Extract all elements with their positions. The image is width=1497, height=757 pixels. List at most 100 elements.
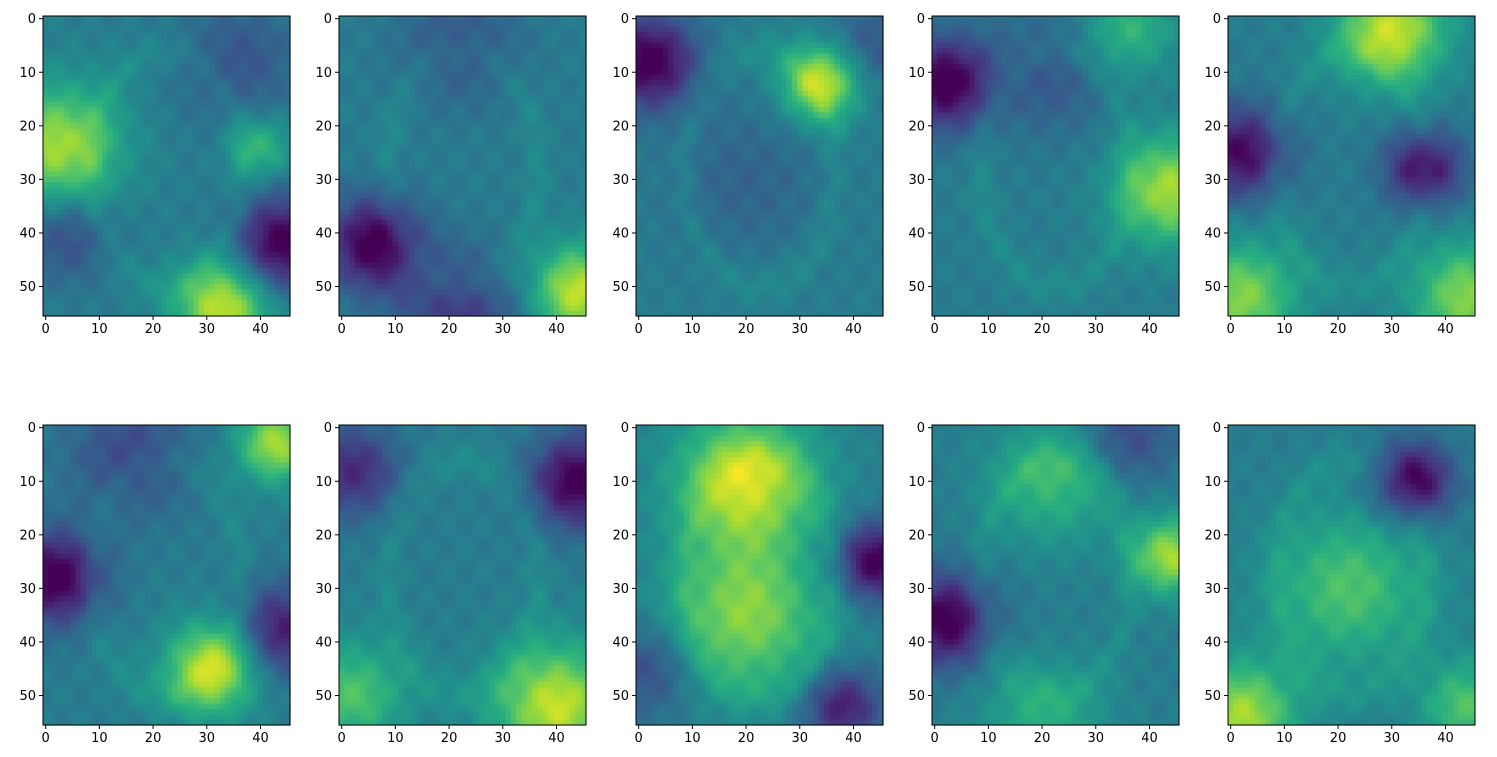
x-tick-label: 30 bbox=[1087, 731, 1104, 746]
x-tick-label: 10 bbox=[980, 322, 997, 337]
y-tick-label: 10 bbox=[19, 66, 36, 81]
y-tick-label: 30 bbox=[315, 582, 332, 597]
subplot-4: 0 10 20 30 40 0 10 20 30 40 50 bbox=[908, 12, 1180, 337]
y-tick-label: 40 bbox=[1204, 635, 1221, 650]
y-tick-label: 30 bbox=[1204, 582, 1221, 597]
heatmap bbox=[1228, 425, 1476, 726]
heatmap bbox=[932, 425, 1180, 726]
x-tick-label: 0 bbox=[338, 731, 346, 746]
subplot-3: 0 10 20 30 40 0 10 20 30 40 50 bbox=[612, 12, 884, 337]
x-tick-label: 20 bbox=[1330, 731, 1347, 746]
heatmap bbox=[339, 425, 587, 726]
y-tick-label: 0 bbox=[621, 12, 629, 27]
heatmap bbox=[43, 425, 291, 726]
y-tick-label: 10 bbox=[315, 66, 332, 81]
x-tick-label: 0 bbox=[42, 731, 50, 746]
x-tick-label: 0 bbox=[1227, 731, 1235, 746]
x-tick-label: 20 bbox=[738, 322, 755, 337]
x-tick-label: 40 bbox=[845, 731, 862, 746]
x-tick-label: 0 bbox=[931, 731, 939, 746]
y-tick-label: 0 bbox=[28, 421, 36, 436]
x-tick-label: 30 bbox=[494, 731, 511, 746]
y-tick-label: 40 bbox=[612, 226, 629, 241]
x-tick-label: 30 bbox=[198, 731, 215, 746]
x-tick-label: 10 bbox=[684, 322, 701, 337]
y-tick-label: 50 bbox=[908, 689, 925, 704]
x-tick-label: 30 bbox=[1087, 322, 1104, 337]
y-tick-label: 20 bbox=[612, 119, 629, 134]
y-tick-label: 30 bbox=[19, 582, 36, 597]
y-tick-label: 20 bbox=[19, 528, 36, 543]
x-tick-label: 30 bbox=[1383, 322, 1400, 337]
y-tick-label: 0 bbox=[1213, 12, 1221, 27]
y-tick-label: 20 bbox=[1204, 528, 1221, 543]
x-tick-label: 0 bbox=[635, 731, 643, 746]
y-tick-label: 30 bbox=[19, 173, 36, 188]
y-tick-label: 0 bbox=[917, 12, 925, 27]
y-tick-label: 0 bbox=[324, 421, 332, 436]
subplot-10: 0 10 20 30 40 0 10 20 30 40 50 bbox=[1204, 421, 1476, 746]
x-tick-label: 0 bbox=[635, 322, 643, 337]
x-tick-label: 20 bbox=[1330, 322, 1347, 337]
x-tick-label: 30 bbox=[198, 322, 215, 337]
x-tick-label: 40 bbox=[252, 731, 269, 746]
x-tick-label: 40 bbox=[845, 322, 862, 337]
y-tick-label: 30 bbox=[315, 173, 332, 188]
y-tick-label: 30 bbox=[612, 173, 629, 188]
axes-frame bbox=[1227, 424, 1476, 726]
x-tick-label: 40 bbox=[1437, 322, 1454, 337]
y-tick-label: 0 bbox=[621, 421, 629, 436]
y-tick-label: 20 bbox=[612, 528, 629, 543]
y-tick-label: 50 bbox=[908, 280, 925, 295]
x-tick-label: 10 bbox=[387, 322, 404, 337]
x-tick-label: 10 bbox=[387, 731, 404, 746]
y-tick-label: 0 bbox=[917, 421, 925, 436]
x-tick-label: 40 bbox=[548, 322, 565, 337]
axes-frame bbox=[42, 15, 291, 317]
y-tick-label: 40 bbox=[315, 635, 332, 650]
x-tick-label: 20 bbox=[1034, 322, 1051, 337]
y-tick-label: 40 bbox=[315, 226, 332, 241]
y-tick-label: 50 bbox=[315, 280, 332, 295]
x-tick-label: 0 bbox=[1227, 322, 1235, 337]
axes-frame bbox=[1227, 15, 1476, 317]
y-tick-label: 10 bbox=[315, 475, 332, 490]
heatmap bbox=[43, 16, 291, 317]
x-tick-label: 10 bbox=[91, 322, 108, 337]
y-tick-label: 50 bbox=[1204, 689, 1221, 704]
y-tick-label: 40 bbox=[19, 635, 36, 650]
x-tick-label: 20 bbox=[738, 731, 755, 746]
y-tick-label: 40 bbox=[1204, 226, 1221, 241]
x-tick-label: 20 bbox=[441, 322, 458, 337]
x-tick-label: 40 bbox=[548, 731, 565, 746]
x-tick-label: 40 bbox=[1437, 731, 1454, 746]
axes-frame bbox=[931, 15, 1180, 317]
subplot-8: 0 10 20 30 40 0 10 20 30 40 50 bbox=[612, 421, 884, 746]
x-tick-label: 40 bbox=[252, 322, 269, 337]
heatmap bbox=[339, 16, 587, 317]
y-tick-label: 50 bbox=[1204, 280, 1221, 295]
x-tick-label: 0 bbox=[338, 322, 346, 337]
y-tick-label: 40 bbox=[908, 635, 925, 650]
y-tick-label: 30 bbox=[1204, 173, 1221, 188]
y-tick-label: 10 bbox=[19, 475, 36, 490]
subplot-7: 0 10 20 30 40 0 10 20 30 40 50 bbox=[315, 421, 587, 746]
x-tick-label: 30 bbox=[494, 322, 511, 337]
axes-frame bbox=[338, 424, 587, 726]
y-tick-label: 50 bbox=[19, 689, 36, 704]
heatmap bbox=[932, 16, 1180, 317]
x-tick-label: 20 bbox=[1034, 731, 1051, 746]
y-tick-label: 50 bbox=[612, 280, 629, 295]
y-tick-label: 10 bbox=[1204, 66, 1221, 81]
y-tick-label: 30 bbox=[612, 582, 629, 597]
x-tick-label: 10 bbox=[1276, 322, 1293, 337]
x-tick-label: 30 bbox=[791, 731, 808, 746]
x-tick-label: 20 bbox=[145, 322, 162, 337]
y-tick-label: 0 bbox=[1213, 421, 1221, 436]
x-tick-label: 40 bbox=[1141, 322, 1158, 337]
x-tick-label: 10 bbox=[91, 731, 108, 746]
x-tick-label: 10 bbox=[980, 731, 997, 746]
y-tick-label: 10 bbox=[612, 66, 629, 81]
y-tick-label: 50 bbox=[612, 689, 629, 704]
